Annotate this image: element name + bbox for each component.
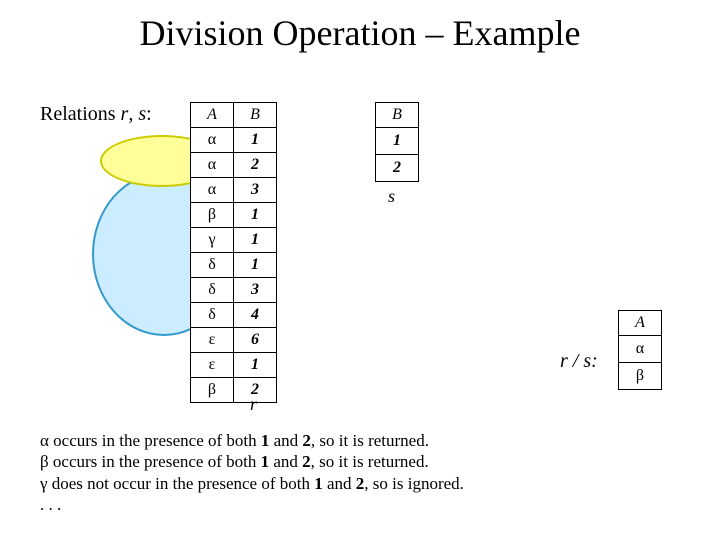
table-row: α3 [191,178,277,203]
explanation-line: α occurs in the presence of both 1 and 2… [40,430,464,451]
table-row: α1 [191,128,277,153]
table-div-header-row: A [619,311,662,336]
table-row: β2 [191,378,277,403]
cell: 3 [234,278,277,303]
sym: α [40,431,49,450]
table-s-col-B: B [376,103,419,128]
num: 2 [302,431,311,450]
txt: , so it is returned. [311,452,429,471]
table-row: δ3 [191,278,277,303]
num: 1 [314,474,323,493]
cell: ε [191,328,234,353]
cell: β [191,203,234,228]
txt: and [269,452,302,471]
s-italic: s [138,103,146,125]
table-row: δ4 [191,303,277,328]
sym: β [40,452,49,471]
table-row: 1 [376,128,419,155]
txt: , so is ignored. [364,474,464,493]
cell: δ [191,253,234,278]
cell: 3 [234,178,277,203]
table-row: β1 [191,203,277,228]
cell: α [191,178,234,203]
table-r: A B α1 α2 α3 β1 γ1 δ1 δ3 δ4 ε6 ε1 β2 [190,102,277,403]
table-s-caption: s [388,186,395,207]
cell: ε [191,353,234,378]
cell: α [619,336,662,363]
table-r-col-A: A [191,103,234,128]
num: 2 [302,452,311,471]
cell: δ [191,303,234,328]
num: 1 [261,452,270,471]
explanation-line: β occurs in the presence of both 1 and 2… [40,451,464,472]
table-r-col-B: B [234,103,277,128]
table-row: ε6 [191,328,277,353]
cell: β [619,363,662,390]
txt: occurs in the presence of both [49,431,261,450]
table-s-header-row: B [376,103,419,128]
comma: , [128,103,138,125]
table-row: ε1 [191,353,277,378]
cell: β [191,378,234,403]
table-r-header-row: A B [191,103,277,128]
txt: , so it is returned. [311,431,429,450]
cell: 6 [234,328,277,353]
table-div-col-A: A [619,311,662,336]
division-label: r / s: [560,350,598,373]
cell: 1 [234,353,277,378]
relations-label: Relations r, s: [40,103,152,126]
cell: δ [191,278,234,303]
cell: 1 [234,228,277,253]
cell: 1 [234,128,277,153]
table-row: γ1 [191,228,277,253]
table-row: α [619,336,662,363]
explanation-line: γ does not occur in the presence of both… [40,473,464,494]
table-s: B 1 2 [375,102,419,182]
txt: and [323,474,356,493]
relations-word: Relations [40,103,121,125]
cell: 1 [376,128,419,155]
cell: 4 [234,303,277,328]
explanation-block: α occurs in the presence of both 1 and 2… [40,430,464,515]
cell: 1 [234,253,277,278]
table-row: δ1 [191,253,277,278]
txt: and [269,431,302,450]
colon: : [146,103,152,125]
table-row: 2 [376,155,419,182]
txt: occurs in the presence of both [49,452,261,471]
txt: does not occur in the presence of both [48,474,315,493]
table-row: β [619,363,662,390]
explanation-dots: . . . [40,494,464,515]
sym: γ [40,474,48,493]
division-label-text: r / s: [560,350,598,372]
table-division-result: A α β [618,310,662,390]
cell: α [191,153,234,178]
cell: γ [191,228,234,253]
table-row: α2 [191,153,277,178]
cell: 1 [234,203,277,228]
cell: α [191,128,234,153]
cell: 2 [376,155,419,182]
table-r-caption: r [250,394,257,415]
cell: 2 [234,153,277,178]
slide-title: Division Operation – Example [0,12,720,54]
